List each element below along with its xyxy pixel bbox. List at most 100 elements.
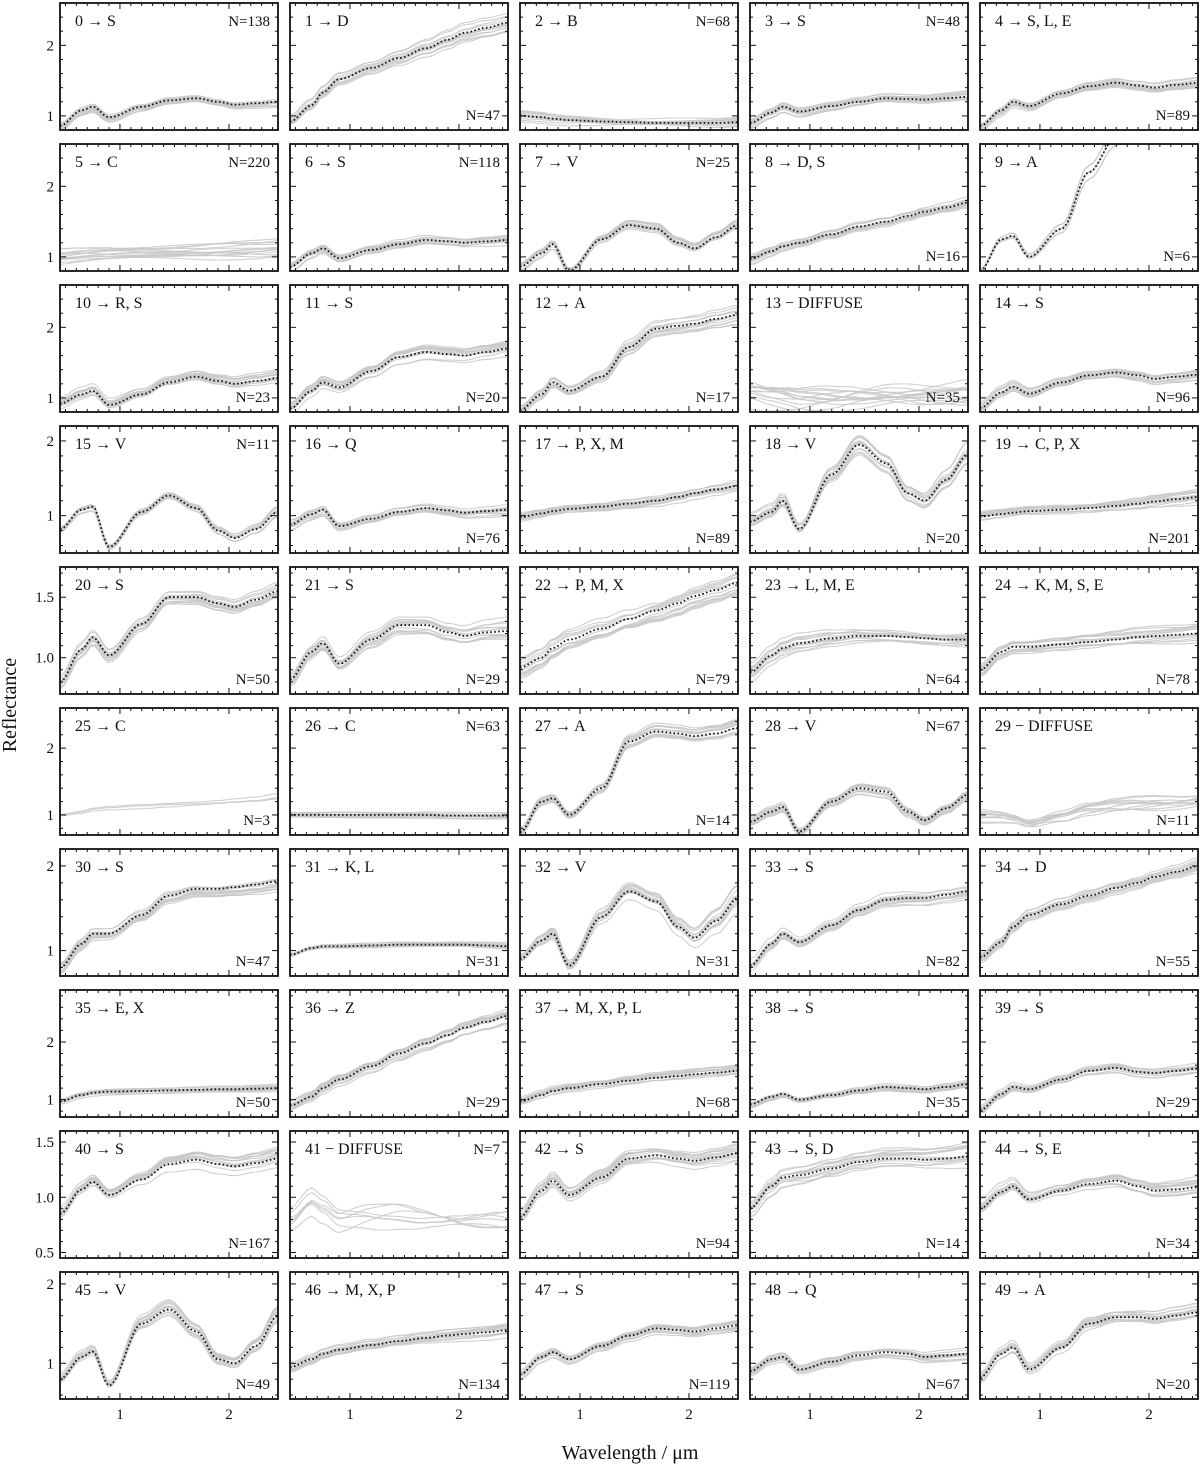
sample-count: N=16 <box>926 249 961 265</box>
spectrum-line <box>290 27 508 123</box>
panel-frame <box>59 284 279 413</box>
spectrum-line <box>980 867 1198 963</box>
sample-count: N=35 <box>926 1095 960 1111</box>
sample-count: N=47 <box>466 108 501 124</box>
panel: 29 − DIFFUSE N=11 <box>979 707 1199 836</box>
spectra-group <box>290 503 508 532</box>
spectrum-line <box>60 797 278 816</box>
mean-spectrum <box>980 632 1198 671</box>
y-tick-label: 2 <box>47 1277 55 1293</box>
x-tick-label: 2 <box>225 1407 233 1423</box>
spectra-group <box>980 794 1198 828</box>
spectrum-line <box>60 100 278 130</box>
mean-spectrum <box>980 1179 1198 1210</box>
spectrum-line <box>980 1309 1198 1375</box>
panel-frame <box>749 1271 969 1400</box>
spectrum-line <box>520 485 738 521</box>
spectra-group <box>980 144 1124 271</box>
mean-spectrum <box>290 624 508 681</box>
spectrum-line <box>750 381 968 401</box>
cluster-label: 5 → C <box>75 154 118 171</box>
spectrum-line <box>520 226 738 271</box>
spectrum-line <box>520 884 738 964</box>
spectrum-line <box>60 372 278 406</box>
mean-spectrum <box>290 239 508 268</box>
sample-count: N=48 <box>926 14 960 30</box>
spectrum-line <box>750 1354 968 1374</box>
panel: 16 → Q N=76 <box>289 425 509 554</box>
panel: 1 2 46 → M, X, P N=134 <box>289 1271 509 1423</box>
y-tick-label: 2 <box>47 434 55 450</box>
panel: 36 → Z N=29 <box>289 989 509 1118</box>
spectrum-line <box>290 1192 508 1224</box>
spectrum-line <box>980 795 1198 825</box>
spectrum-line <box>980 1310 1198 1384</box>
sample-count: N=94 <box>696 1236 731 1252</box>
cluster-label: 2 → B <box>535 13 578 30</box>
sample-count: N=31 <box>466 954 500 970</box>
panel: 26 → C N=63 <box>289 707 509 836</box>
sample-count: N=29 <box>466 1095 500 1111</box>
cluster-label: 44 → S, E <box>995 1141 1062 1158</box>
spectra-group <box>750 629 968 683</box>
spectrum-line <box>750 640 968 679</box>
spectra-group <box>290 340 508 412</box>
spectrum-line <box>750 892 968 967</box>
spectrum-line <box>980 144 1106 270</box>
panel: 8 → D, S N=16 <box>749 143 969 272</box>
panel: 1 2 35 → E, X N=50 <box>47 989 279 1118</box>
x-axis-label: Wavelength / μm <box>562 1442 699 1464</box>
y-tick-label: 1.5 <box>35 590 54 606</box>
spectrum-line <box>520 1323 738 1371</box>
panel-grid: 120 → S N=138 1 → DN=472 → B N=68 3 → S N=48 4… <box>35 2 1199 1423</box>
panel: 44 → S, E N=34 <box>979 1130 1199 1259</box>
y-tick-label: 2 <box>47 179 55 195</box>
spectrum-line <box>520 594 738 667</box>
mean-spectrum <box>60 1308 278 1387</box>
spectrum-line <box>980 1174 1198 1210</box>
sample-count: N=76 <box>466 531 501 547</box>
spectrum-line <box>290 942 508 954</box>
spectrum-line <box>750 395 968 412</box>
panel-frame <box>289 1130 509 1259</box>
panel-frame <box>519 425 739 554</box>
spectrum-line <box>60 252 278 256</box>
mean-spectrum <box>750 1351 968 1373</box>
sample-count: N=6 <box>1163 249 1190 265</box>
spectrum-line <box>60 373 278 403</box>
spectrum-line <box>750 99 968 129</box>
y-tick-label: 1 <box>47 1093 55 1109</box>
spectrum-line <box>60 239 278 258</box>
spectrum-line <box>290 1324 508 1367</box>
spectrum-line <box>750 1085 968 1107</box>
spectra-group <box>520 718 738 835</box>
spectrum-line <box>60 1301 278 1385</box>
cluster-label: 49 → A <box>995 1282 1046 1299</box>
spectrum-line <box>520 1147 738 1210</box>
panel-frame <box>979 2 1199 131</box>
spectra-group <box>520 1064 738 1105</box>
sample-count: N=11 <box>1156 813 1190 829</box>
spectra-group <box>750 783 968 835</box>
sample-count: N=134 <box>458 1377 500 1393</box>
spectrum-line <box>290 1324 508 1368</box>
panel-frame <box>59 1130 279 1259</box>
mean-spectrum <box>750 201 968 260</box>
cluster-label: 12 → A <box>535 295 586 312</box>
spectrum-line <box>60 1314 278 1386</box>
cluster-label: 3 → S <box>765 13 806 30</box>
spectrum-line <box>750 886 968 966</box>
spectrum-line <box>60 879 278 974</box>
cluster-label: 45 → V <box>75 1282 127 1299</box>
spectrum-line <box>980 1314 1198 1383</box>
spectrum-line <box>520 1157 738 1222</box>
panel-frame <box>289 143 509 272</box>
panel: 24 → K, M, S, E N=78 <box>979 566 1199 695</box>
panel-frame <box>519 1271 739 1400</box>
spectrum-line <box>750 899 968 969</box>
panel-frame <box>519 848 739 977</box>
cluster-label: 29 − DIFFUSE <box>995 718 1093 735</box>
cluster-label: 40 → S <box>75 1141 124 1158</box>
sample-count: N=119 <box>689 1377 730 1393</box>
cluster-label: 16 → Q <box>305 436 357 453</box>
